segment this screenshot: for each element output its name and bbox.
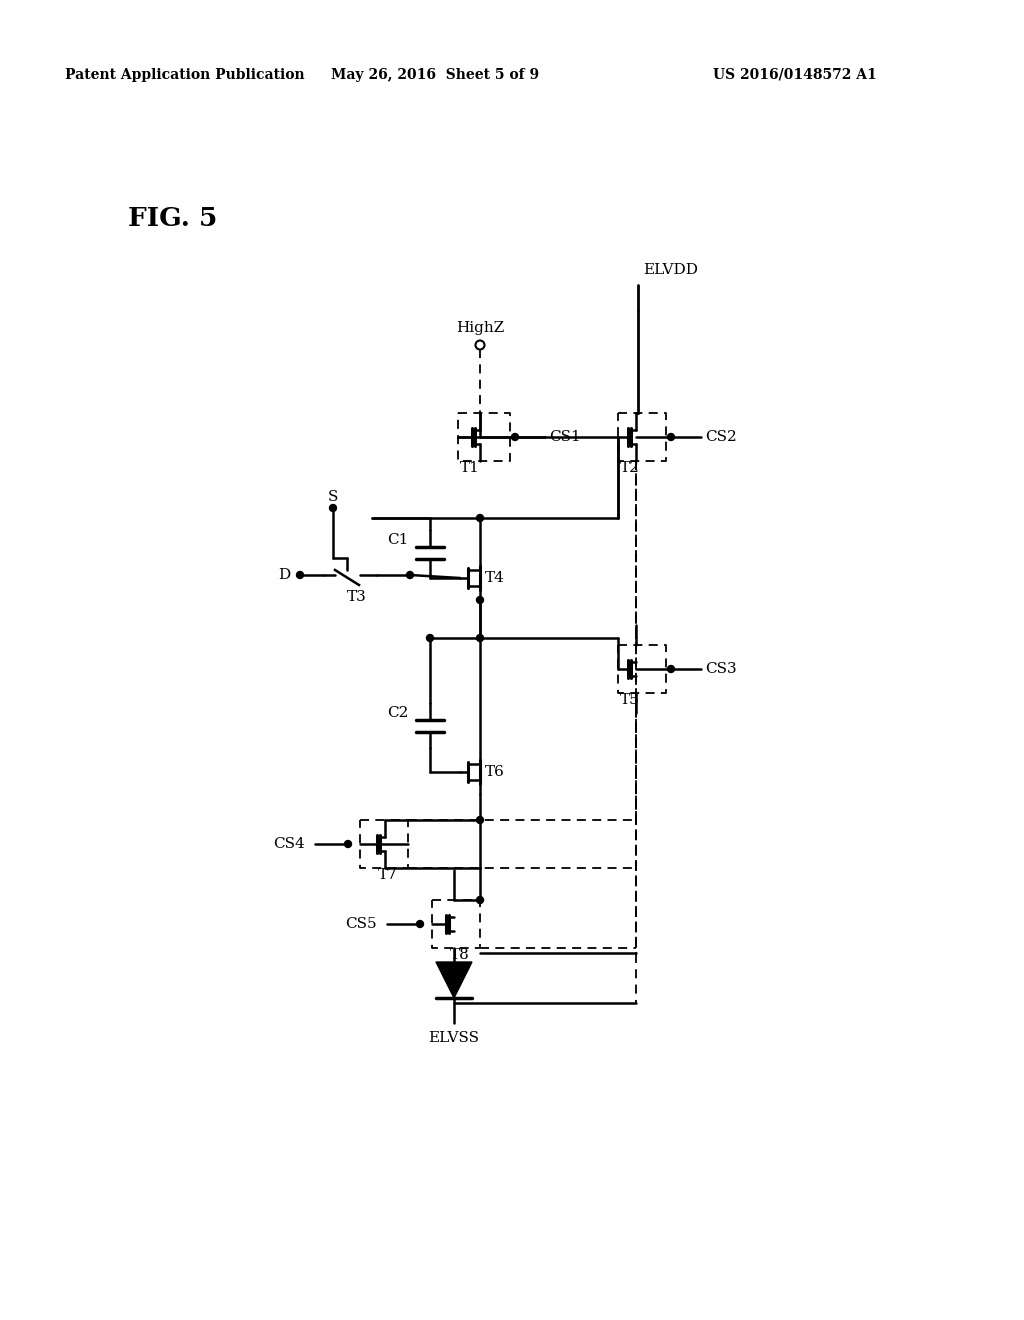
Polygon shape bbox=[436, 962, 472, 998]
Text: T4: T4 bbox=[485, 572, 505, 585]
Circle shape bbox=[476, 817, 483, 824]
Text: C1: C1 bbox=[387, 533, 408, 546]
Circle shape bbox=[344, 841, 351, 847]
Text: T2: T2 bbox=[620, 461, 640, 475]
Text: May 26, 2016  Sheet 5 of 9: May 26, 2016 Sheet 5 of 9 bbox=[331, 69, 539, 82]
Text: CS2: CS2 bbox=[705, 430, 736, 444]
Circle shape bbox=[668, 665, 675, 672]
Text: FIG. 5: FIG. 5 bbox=[128, 206, 217, 231]
Text: S: S bbox=[328, 490, 338, 504]
Text: T8: T8 bbox=[450, 948, 470, 962]
Text: HighZ: HighZ bbox=[456, 321, 504, 335]
Text: T6: T6 bbox=[485, 766, 505, 779]
Text: T7: T7 bbox=[378, 869, 397, 882]
Text: ELVDD: ELVDD bbox=[643, 263, 698, 277]
Circle shape bbox=[330, 504, 337, 511]
Text: CS4: CS4 bbox=[273, 837, 305, 851]
Circle shape bbox=[427, 635, 433, 642]
Text: Patent Application Publication: Patent Application Publication bbox=[65, 69, 304, 82]
Text: T3: T3 bbox=[347, 590, 367, 605]
Circle shape bbox=[417, 920, 424, 928]
Circle shape bbox=[476, 635, 483, 642]
Text: US 2016/0148572 A1: US 2016/0148572 A1 bbox=[713, 69, 877, 82]
Text: CS1: CS1 bbox=[549, 430, 581, 444]
Text: CS5: CS5 bbox=[345, 917, 377, 931]
Circle shape bbox=[297, 572, 303, 578]
Text: D: D bbox=[278, 568, 290, 582]
Text: T5: T5 bbox=[620, 693, 640, 708]
Text: T1: T1 bbox=[460, 461, 480, 475]
Text: ELVSS: ELVSS bbox=[428, 1031, 479, 1045]
Circle shape bbox=[476, 597, 483, 603]
Text: CS3: CS3 bbox=[705, 663, 736, 676]
Text: C2: C2 bbox=[387, 706, 408, 719]
Circle shape bbox=[476, 515, 483, 521]
Circle shape bbox=[512, 433, 518, 441]
Circle shape bbox=[407, 572, 414, 578]
Circle shape bbox=[668, 433, 675, 441]
Circle shape bbox=[476, 896, 483, 903]
